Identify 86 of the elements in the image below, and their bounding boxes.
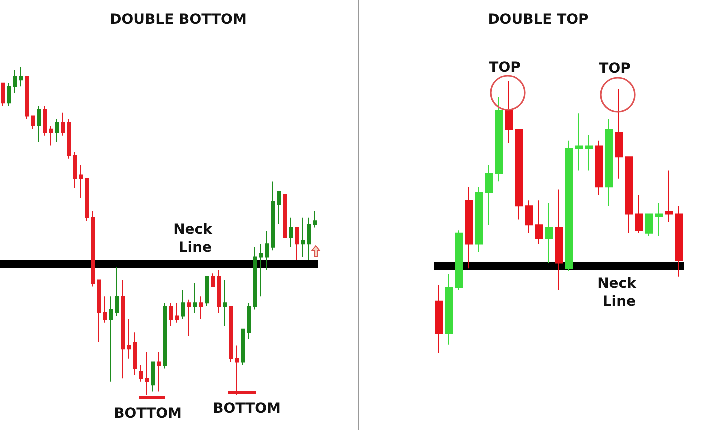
candlestick (127, 319, 131, 360)
chart-title: DOUBLE TOP (488, 12, 589, 28)
candlestick (199, 296, 203, 320)
candlestick (465, 186, 473, 270)
candlestick (97, 280, 101, 344)
candlestick (645, 214, 653, 237)
candlestick (49, 126, 53, 146)
candlestick (19, 66, 23, 88)
candlestick (675, 206, 683, 278)
text: TOP (489, 60, 521, 76)
candlestick (307, 217, 311, 262)
candlestick (133, 332, 137, 376)
candlestick (55, 118, 59, 143)
candlestick (665, 170, 673, 223)
candlestick (223, 280, 227, 327)
candlestick (37, 106, 41, 143)
candlestick (241, 328, 245, 366)
candlestick (181, 290, 185, 320)
candlestick (61, 112, 65, 136)
candlestick (565, 140, 573, 272)
candlestick (605, 118, 613, 207)
candlestick (25, 76, 29, 120)
candlestick (13, 70, 17, 94)
candlestick (515, 129, 523, 220)
candlestick (635, 194, 643, 234)
candlestick (289, 217, 293, 248)
candlestick (283, 194, 287, 238)
text: TOP (599, 61, 631, 77)
ref-line-label: Neck Line (598, 276, 638, 310)
candlestick (655, 202, 663, 237)
candlestick (525, 200, 533, 234)
candlestick (163, 302, 167, 370)
candlestick (43, 106, 47, 136)
candlestick (115, 266, 119, 317)
candlestick (79, 164, 83, 199)
candlestick (455, 230, 463, 291)
text: BOTTOM (114, 406, 182, 422)
candlestick (575, 113, 583, 172)
candlestick (555, 189, 563, 291)
candlestick (301, 217, 305, 258)
candlestick (259, 244, 263, 298)
candlestick (211, 273, 215, 288)
candlestick (253, 246, 257, 310)
candlestick (7, 82, 11, 107)
candlestick (205, 276, 209, 307)
candlestick (495, 96, 503, 182)
candlestick (625, 156, 633, 234)
candlestick (235, 345, 239, 396)
candlestick (445, 274, 453, 346)
candlestick (73, 152, 77, 189)
candlestick (67, 118, 71, 160)
candlestick (545, 202, 553, 264)
candlestick (91, 210, 95, 288)
candlestick (103, 296, 107, 324)
candlestick (615, 88, 623, 180)
chart-title: DOUBLE BOTTOM (110, 12, 247, 28)
candlestick (505, 80, 513, 144)
candlestick (157, 352, 161, 392)
text: BOTTOM (213, 401, 281, 417)
candlestick (595, 140, 603, 196)
candlestick (1, 82, 5, 107)
candlestick (217, 270, 221, 314)
candlestick (277, 191, 281, 225)
candlestick (175, 302, 179, 324)
candlestick (139, 364, 143, 382)
candlestick (475, 186, 483, 253)
candlestick (85, 178, 89, 222)
candlestick (169, 302, 173, 327)
candlestick (247, 302, 251, 340)
candlestick (535, 200, 543, 245)
candlestick (109, 296, 113, 382)
candlestick (271, 181, 275, 252)
candlestick (229, 306, 233, 363)
candlestick (313, 210, 317, 228)
candlestick (485, 164, 493, 226)
candlestick (187, 299, 191, 336)
candlestick (435, 284, 443, 354)
candlestick (151, 362, 155, 392)
candlestick (31, 116, 35, 130)
candlestick (585, 134, 593, 172)
candlestick (265, 230, 269, 271)
candlestick (193, 282, 197, 314)
candlestick (145, 352, 149, 396)
candlestick (295, 227, 299, 262)
candlestick (121, 280, 125, 380)
ref-line-label: Neck Line (174, 222, 214, 256)
